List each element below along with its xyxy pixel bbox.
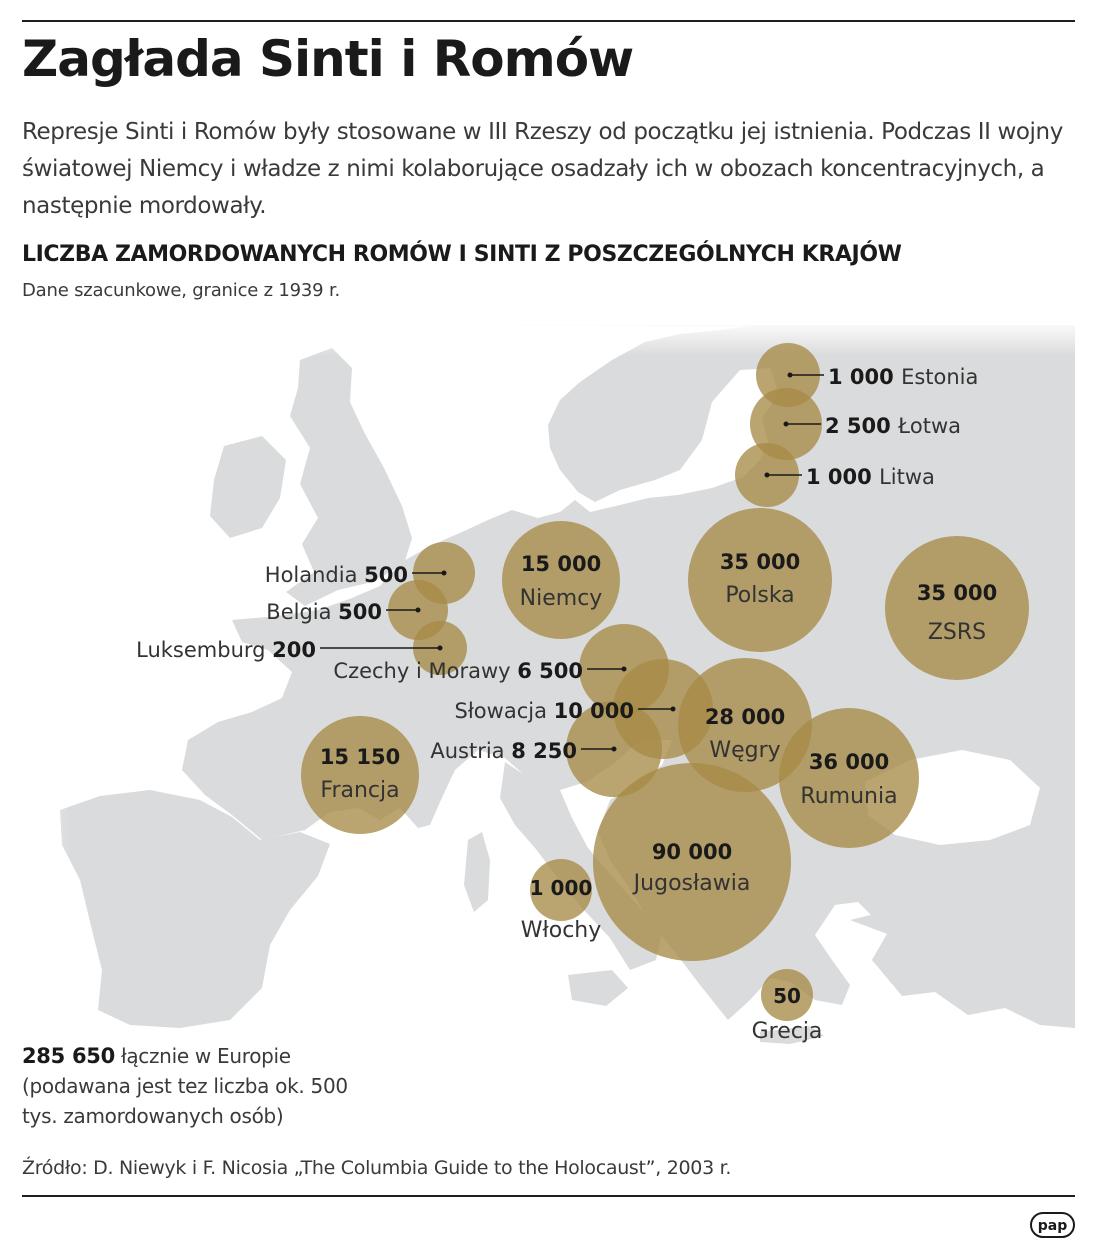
name-polska: Polska [725,583,794,608]
name-austria: Austria [430,739,511,763]
bubble-layer [301,343,1029,1021]
land-anatolia [850,890,1075,1020]
top-rule [22,20,1075,22]
value-zsrs: 35 000 [917,581,997,605]
label-austria: Austria 8 250 [430,739,577,763]
name-niemcy: Niemcy [520,586,603,611]
value-rumunia: 36 000 [809,750,889,774]
leader-dot-estonia [787,372,793,378]
source-note: Źródło: D. Niewyk i F. Nicosia „The Colu… [22,1157,732,1179]
value-litwa: 1 000 [806,465,879,489]
total-summary: 285 650 łącznie w Europie (podawana jest… [22,1041,352,1131]
bubble-jugoslawia [593,763,791,961]
bubble-wegry [678,658,812,792]
leader-dot-litwa [764,472,770,478]
label-holandia: Holandia 500 [265,563,408,587]
name-belgia: Belgia [266,600,338,624]
leader-dot-austria [611,746,617,752]
name-rumunia: Rumunia [800,784,897,809]
leader-dot-luksemburg [437,645,443,651]
label-lotwa: 2 500 Łotwa [825,414,961,438]
logo-text: pap [1038,1218,1068,1234]
name-litwa: Litwa [879,465,935,489]
label-estonia: 1 000 Estonia [828,365,978,389]
value-jugoslawia: 90 000 [652,840,732,864]
value-slowacja: 10 000 [554,699,634,723]
value-czechy-i-morawy: 6 500 [517,659,583,683]
value-belgia: 500 [338,600,382,624]
map-fade-top [0,320,1097,356]
name-francja: Francja [320,778,399,803]
chart-subtitle: Dane szacunkowe, granice z 1939 r. [22,280,341,301]
label-layer: 1 000 Estonia 2 500 Łotwa 1 000 Litwa Holan… [136,365,997,1044]
leader-dot-slowacja [670,706,676,712]
land-crete [760,1026,824,1044]
land-ireland [210,436,286,538]
name-grecja: Grecja [752,1019,823,1044]
name-wegry: Węgry [709,738,780,763]
name-lotwa: Łotwa [897,414,961,438]
name-slowacja: Słowacja [455,699,554,723]
bubble-grecja [761,969,813,1021]
chart-title: LICZBA ZAMORDOWANYCH ROMÓW I SINTI Z POS… [22,242,902,267]
intro-text: Represje Sinti i Romów były stosowane w … [22,119,1063,219]
map-fade-left [0,320,70,1050]
value-austria: 8 250 [511,739,577,763]
value-holandia: 500 [364,563,408,587]
value-grecja: 50 [773,984,801,1008]
land-iberia [60,790,330,1028]
total-label: łącznie w Europie [120,1044,291,1068]
pap-logo-icon: pap [1030,1212,1075,1238]
label-czechy-i-morawy: Czechy i Morawy 6 500 [333,659,583,683]
leader-dot-czechy-i-morawy [621,666,627,672]
europe-bubble-map: 1 000 Estonia 2 500 Łotwa 1 000 Litwa Holan… [0,320,1097,1050]
leader-dot-holandia [441,570,447,576]
name-estonia: Estonia [901,365,978,389]
bottom-rule [22,1195,1075,1197]
value-wlochy: 1 000 [530,876,593,900]
land-sardinia [464,832,490,912]
bubble-zsrs [885,536,1029,680]
page-title: Zagłada Sinti i Romów [22,30,634,88]
leader-dot-lotwa [783,421,789,427]
label-luksemburg: Luksemburg 200 [136,638,316,662]
total-note: (podawana jest tez liczba ok. 500 tys. z… [22,1074,348,1128]
name-wlochy: Włochy [521,918,602,943]
land-great-britain [286,348,412,606]
value-niemcy: 15 000 [521,552,601,576]
value-wegry: 28 000 [705,705,785,729]
value-estonia: 1 000 [828,365,901,389]
bubble-wlochy [530,859,592,921]
total-value: 285 650 [22,1044,115,1068]
value-lotwa: 2 500 [825,414,898,438]
name-luksemburg: Luksemburg [136,638,272,662]
name-czechy-i-morawy: Czechy i Morawy [333,659,517,683]
name-jugoslawia: Jugosławia [632,871,751,896]
bubble-francja [301,716,419,834]
label-slowacja: Słowacja 10 000 [455,699,635,723]
bubble-rumunia [779,708,919,848]
bubble-polska [688,508,832,652]
value-francja: 15 150 [320,745,400,769]
label-litwa: 1 000 Litwa [806,465,935,489]
name-zsrs: ZSRS [928,620,986,645]
bubble-niemcy [502,521,620,639]
leader-dot-belgia [415,607,421,613]
land-sicily [568,970,628,1006]
name-holandia: Holandia [265,563,364,587]
value-luksemburg: 200 [272,638,316,662]
label-belgia: Belgia 500 [266,600,382,624]
value-polska: 35 000 [720,550,800,574]
